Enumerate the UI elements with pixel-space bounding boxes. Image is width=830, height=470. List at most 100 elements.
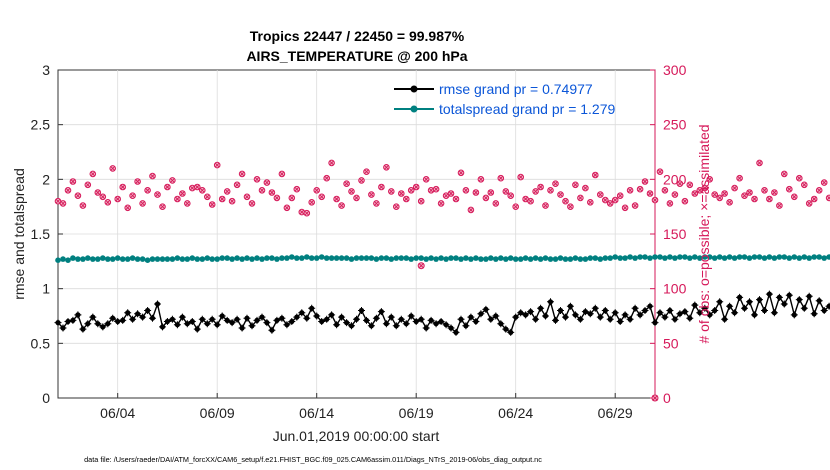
- legend-rmse-label: rmse grand pr = 0.74977: [439, 81, 593, 97]
- rmse-point-cross: [273, 316, 281, 324]
- data-file-footer: data file: /Users/raeder/DAI/ATM_forcXX/…: [84, 455, 542, 464]
- obs-point-cross: [384, 164, 389, 170]
- outlier-cross: [652, 395, 658, 401]
- spread-point: [100, 255, 106, 261]
- obs-point-cross: [762, 187, 767, 193]
- obs-point-cross: [523, 196, 528, 202]
- rmse-point-cross: [283, 321, 291, 329]
- rmse-point-cross: [303, 314, 311, 322]
- rmse-point-cross: [636, 311, 644, 319]
- spread-point: [65, 257, 71, 264]
- spread-point: [731, 255, 738, 261]
- obs-point-cross: [349, 189, 354, 194]
- obs-point-cross: [219, 196, 225, 202]
- y-left-tick-label: 1.5: [31, 226, 51, 242]
- obs-point-cross: [453, 196, 459, 202]
- spread-point: [338, 255, 345, 261]
- spread-point: [612, 254, 618, 260]
- obs-point-cross: [180, 191, 185, 196]
- obs-point-cross: [294, 186, 300, 192]
- obs-point-cross: [697, 187, 703, 193]
- obs-point-cross: [458, 170, 464, 176]
- spread-point: [552, 256, 559, 262]
- spread-point: [189, 255, 196, 261]
- spread-point: [109, 256, 116, 262]
- obs-point-cross: [752, 196, 757, 202]
- spread-point: [423, 256, 430, 262]
- spread-point: [85, 255, 91, 261]
- rmse-point-cross: [228, 319, 236, 327]
- spread-point: [55, 257, 61, 264]
- spread-point: [527, 256, 534, 262]
- obs-point-cross: [209, 202, 215, 207]
- assimilated-outliers: [417, 262, 659, 402]
- spread-point: [706, 254, 713, 260]
- rmse-point-cross: [198, 315, 206, 323]
- obs-point-cross: [672, 192, 678, 197]
- obs-point-cross: [791, 194, 797, 200]
- spread-point: [105, 256, 111, 262]
- spread-point: [751, 254, 758, 260]
- spread-point: [458, 256, 464, 262]
- obs-point-cross: [622, 205, 628, 211]
- spread-point: [363, 255, 370, 261]
- chart-title-line1: Tropics 22447 / 22450 = 99.987%: [250, 28, 465, 44]
- obs-point-cross: [816, 187, 822, 193]
- obs-point-cross: [339, 203, 344, 208]
- spread-point: [517, 256, 524, 262]
- rmse-point-cross: [751, 311, 758, 319]
- obs-point-cross: [140, 201, 145, 206]
- obs-point-cross: [712, 192, 718, 197]
- obs-point-cross: [543, 203, 548, 208]
- rmse-point-cross: [333, 321, 341, 329]
- rmse-point-cross: [522, 311, 530, 319]
- spread-point: [114, 255, 121, 261]
- obs-point-cross: [687, 182, 693, 188]
- spread-point: [547, 256, 554, 262]
- rmse-point-cross: [233, 315, 241, 323]
- obs-point-cross: [90, 171, 96, 177]
- spread-point: [418, 255, 425, 261]
- obs-point-cross: [354, 195, 359, 201]
- rmse-point-cross: [89, 313, 97, 321]
- spread-point: [597, 256, 604, 262]
- obs-point-cross: [408, 187, 414, 193]
- obs-point-cross: [175, 196, 180, 202]
- rmse-point-cross: [288, 318, 296, 325]
- rmse-point-cross: [706, 311, 714, 319]
- rmse-point-cross: [631, 304, 639, 312]
- obs-point-cross: [747, 190, 752, 195]
- obs-point-cross: [781, 171, 787, 177]
- obs-point-cross: [70, 179, 76, 184]
- spread-point: [393, 255, 400, 261]
- spread-point: [821, 255, 827, 261]
- obs-point-cross: [732, 185, 737, 191]
- obs-point-cross: [65, 187, 71, 193]
- rmse-point-cross: [154, 300, 161, 308]
- obs-point-cross: [309, 199, 315, 205]
- spread-point: [204, 255, 211, 261]
- spread-point: [274, 256, 280, 262]
- obs-point-cross: [558, 192, 563, 197]
- obs-point-cross: [393, 204, 399, 210]
- spread-point: [149, 256, 156, 262]
- rmse-point-cross: [163, 318, 171, 325]
- obs-point-cross: [324, 175, 330, 181]
- obs-point-cross: [274, 195, 280, 201]
- spread-point: [368, 255, 375, 261]
- obs-point-cross: [682, 198, 688, 204]
- spread-point: [572, 255, 579, 261]
- y-left-axis: 0 0.5 1 1.5 2 2.5 3: [31, 62, 63, 406]
- spread-point: [294, 255, 300, 261]
- obs-point-cross: [369, 192, 374, 197]
- rmse-point-cross: [621, 311, 629, 319]
- spread-point: [139, 256, 146, 262]
- rmse-point-cross: [671, 315, 679, 323]
- obs-point-cross: [170, 178, 175, 183]
- obs-series: [54, 159, 830, 217]
- obs-point-cross: [214, 162, 220, 168]
- obs-point-cross: [583, 185, 588, 191]
- obs-point-cross: [443, 193, 449, 199]
- spread-point: [567, 256, 574, 262]
